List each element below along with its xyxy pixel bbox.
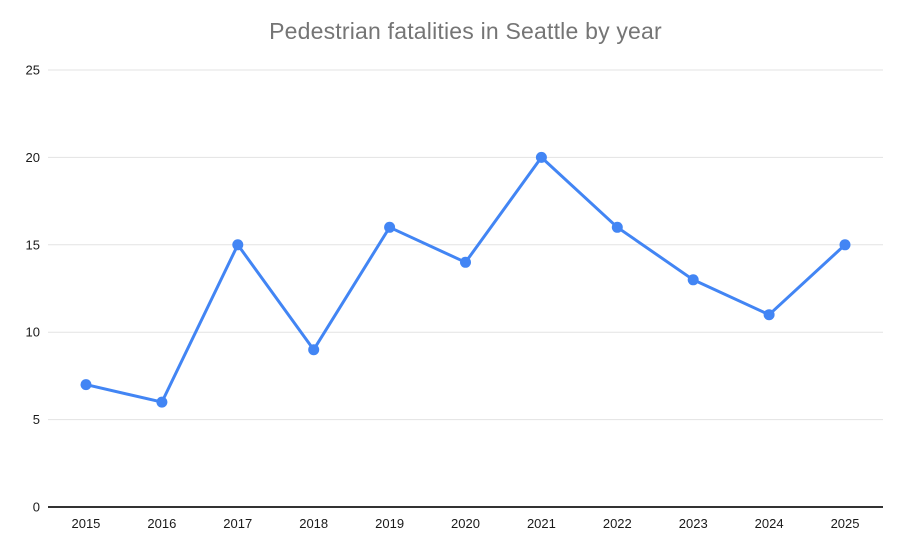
y-tick-label: 15 bbox=[26, 237, 40, 252]
data-point bbox=[763, 309, 775, 321]
x-tick-label: 2023 bbox=[679, 516, 708, 531]
y-tick-label: 5 bbox=[33, 412, 40, 427]
data-point bbox=[535, 151, 547, 163]
y-tick-label: 20 bbox=[26, 150, 40, 165]
x-tick-label: 2019 bbox=[375, 516, 404, 531]
x-tick-label: 2025 bbox=[831, 516, 860, 531]
x-tick-label: 2021 bbox=[527, 516, 556, 531]
data-point bbox=[460, 256, 471, 268]
data-point bbox=[839, 239, 851, 251]
x-tick-label: 2022 bbox=[603, 516, 632, 531]
x-tick-label: 2015 bbox=[71, 516, 100, 531]
x-tick-label: 2017 bbox=[223, 516, 252, 531]
chart-title: Pedestrian fatalities in Seattle by year bbox=[269, 18, 662, 44]
y-tick-label: 0 bbox=[33, 500, 40, 515]
data-point bbox=[687, 274, 699, 286]
x-tick-label: 2020 bbox=[451, 516, 480, 531]
data-point bbox=[232, 239, 244, 251]
data-point bbox=[308, 344, 320, 356]
data-point bbox=[384, 221, 396, 233]
data-point bbox=[611, 221, 623, 233]
x-tick-label: 2024 bbox=[755, 516, 784, 531]
x-tick-label: 2018 bbox=[299, 516, 328, 531]
x-tick-label: 2016 bbox=[147, 516, 176, 531]
series-line bbox=[84, 155, 847, 404]
data-point bbox=[80, 379, 92, 391]
data-point bbox=[156, 396, 168, 408]
y-tick-label: 10 bbox=[26, 325, 40, 340]
y-tick-label: 25 bbox=[26, 63, 40, 78]
